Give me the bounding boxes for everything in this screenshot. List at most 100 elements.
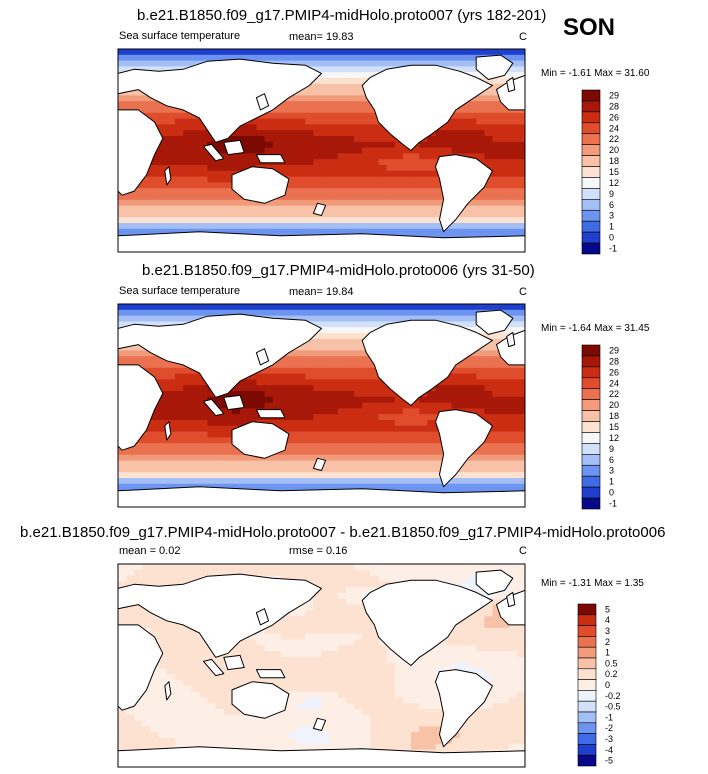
land-southAmerica-3: [435, 669, 493, 748]
panel-2-title: b.e21.B1850.f09_g17.PMIP4-midHolo.proto0…: [142, 262, 535, 279]
colorbar-swatch: [581, 410, 601, 422]
land-eurasia-3: [118, 573, 322, 658]
colorbar-label: 4: [605, 615, 610, 625]
colorbar-swatch: [577, 744, 597, 756]
colorbar-swatch: [581, 89, 601, 102]
colorbar-label: -0.2: [605, 691, 621, 701]
colorbar-swatch: [581, 388, 601, 400]
colorbar-swatch: [581, 144, 601, 156]
colorbar-label: 5: [605, 604, 610, 614]
colorbar-label: 15: [609, 422, 619, 432]
colorbar-label: 0.5: [605, 658, 618, 668]
land-greenland-2: [475, 309, 514, 335]
colorbar-label: 12: [609, 178, 619, 188]
colorbar-swatch: [581, 242, 601, 255]
colorbar-swatch: [581, 497, 601, 510]
land-uk-3: [506, 591, 516, 608]
land-newZealand-1: [312, 202, 327, 216]
land-northAmerica-1: [361, 64, 493, 151]
colorbar-swatch: [581, 133, 601, 145]
colorbar-label: -0.5: [605, 702, 621, 712]
colorbar-label: 3: [605, 626, 610, 636]
panel-1-title: b.e21.B1850.f09_g17.PMIP4-midHolo.proto0…: [137, 7, 547, 24]
colorbar-swatch: [577, 711, 597, 724]
colorbar-label: 3: [609, 466, 614, 476]
land-australia-3: [231, 681, 290, 719]
colorbar-swatch: [577, 603, 597, 616]
land-sumatra-1: [203, 143, 225, 162]
colorbar-swatch: [577, 625, 597, 637]
colorbar-label: 9: [609, 444, 614, 454]
colorbar-swatch: [577, 679, 597, 691]
land-madagascar-3: [164, 681, 172, 701]
panel-3-rmse: rmse = 0.16: [289, 545, 348, 557]
ocean-field-2: [118, 304, 525, 507]
colorbar-swatch: [581, 432, 601, 444]
colorbar-swatch: [581, 177, 601, 189]
colorbar-swatch: [577, 636, 597, 648]
colorbar-label: 18: [609, 156, 619, 166]
colorbar-label: 24: [609, 123, 619, 133]
colorbar-label: 29: [609, 346, 619, 356]
colorbar-label: 22: [609, 389, 619, 399]
colorbar-label: 18: [609, 411, 619, 421]
colorbar-label: 26: [609, 367, 619, 377]
land-antarctica-3: [118, 746, 525, 767]
colorbar-swatch: [581, 475, 601, 488]
colorbar-label: 0: [609, 488, 614, 498]
colorbar-swatch: [577, 657, 597, 670]
colorbar-swatch: [581, 399, 601, 411]
land-eurasia-2: [118, 313, 322, 398]
colorbar-label: 6: [609, 455, 614, 465]
land-northAmerica-3: [361, 579, 493, 666]
colorbar-swatch: [581, 344, 601, 357]
panel-3-mean: mean = 0.02: [119, 545, 181, 557]
colorbar-swatch: [581, 220, 601, 233]
colorbar-label: 26: [609, 112, 619, 122]
land-northAmerica-2: [361, 319, 493, 406]
land-antarctica-1: [118, 231, 525, 252]
colorbar-label: 0: [605, 680, 610, 690]
map-panel-2: [117, 303, 526, 508]
land-sumatra-2: [203, 398, 225, 417]
colorbar-swatch: [577, 722, 597, 734]
land-madagascar-2: [164, 421, 172, 441]
map-frame-3: [117, 563, 526, 768]
map-panel-1: [117, 48, 526, 253]
land-newZealand-2: [312, 457, 327, 471]
panel-3-minmax: Min = -1.31 Max = 1.35: [541, 578, 644, 589]
land-southAmerica-2: [435, 409, 493, 488]
panel-3-title: b.e21.B1850.f09_g17.PMIP4-midHolo.proto0…: [20, 524, 666, 541]
colorbar-swatch: [581, 188, 601, 200]
panel-2-mean: mean= 19.84: [289, 286, 354, 298]
colorbar-label: 2: [605, 637, 610, 647]
colorbar-label: -3: [605, 734, 613, 744]
land-southAmerica-1: [435, 154, 493, 233]
colorbar-label: 1: [609, 477, 614, 487]
colorbar-label: 20: [609, 145, 619, 155]
panel-3-units: C: [519, 545, 527, 557]
map-panel-3: [117, 563, 526, 768]
land-sumatra-3: [203, 658, 225, 677]
colorbar-label: 1: [605, 648, 610, 658]
panel-2-units: C: [519, 286, 527, 298]
colorbar-label: -1: [609, 244, 617, 254]
colorbar-label: 3: [609, 211, 614, 221]
map-frame-1: [117, 48, 526, 253]
colorbar-label: -5: [605, 756, 613, 766]
colorbar-label: 24: [609, 378, 619, 388]
land-japan-1: [255, 93, 270, 111]
ocean-field-3: [118, 564, 525, 767]
colorbar-swatch: [581, 155, 601, 167]
season-label: SON: [563, 14, 616, 41]
colorbar-swatch: [581, 100, 601, 113]
panel-1-variable: Sea surface temperature: [119, 30, 241, 42]
land-antarctica-2: [118, 486, 525, 507]
colorbar-label: 28: [609, 101, 619, 111]
colorbar-swatch: [577, 700, 597, 713]
colorbar-swatch: [581, 209, 601, 222]
land-greenland-1: [475, 54, 514, 80]
